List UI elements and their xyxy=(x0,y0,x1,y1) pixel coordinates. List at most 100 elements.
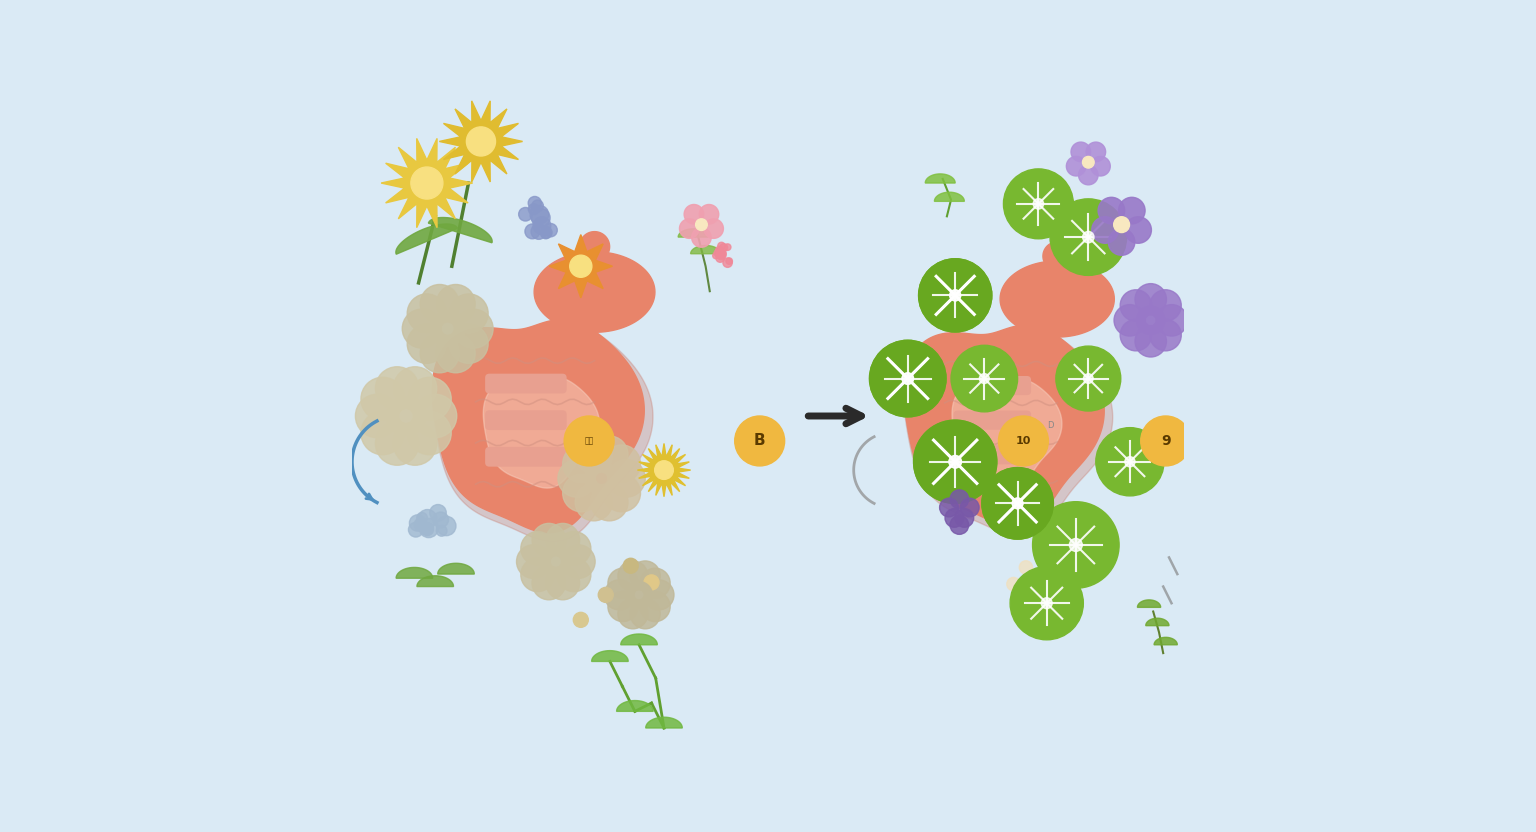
Circle shape xyxy=(419,518,438,537)
Circle shape xyxy=(1003,169,1074,239)
Circle shape xyxy=(531,566,565,600)
Circle shape xyxy=(608,568,637,598)
Circle shape xyxy=(1120,319,1152,351)
Circle shape xyxy=(375,367,419,410)
Circle shape xyxy=(869,340,946,417)
Circle shape xyxy=(914,420,997,503)
Circle shape xyxy=(1020,561,1032,574)
Circle shape xyxy=(949,455,962,468)
Circle shape xyxy=(1012,498,1023,508)
Circle shape xyxy=(436,285,475,324)
Circle shape xyxy=(1120,290,1152,321)
Circle shape xyxy=(604,474,641,512)
Circle shape xyxy=(869,340,946,417)
FancyBboxPatch shape xyxy=(954,376,1031,395)
Circle shape xyxy=(617,599,648,629)
Circle shape xyxy=(1150,319,1181,351)
Circle shape xyxy=(421,523,433,536)
Circle shape xyxy=(533,216,551,235)
Circle shape xyxy=(1012,498,1023,508)
Circle shape xyxy=(558,459,596,498)
Circle shape xyxy=(949,455,962,468)
Circle shape xyxy=(625,582,653,608)
Circle shape xyxy=(716,254,725,262)
Circle shape xyxy=(407,377,452,421)
Circle shape xyxy=(1011,567,1083,640)
Circle shape xyxy=(516,545,550,578)
Polygon shape xyxy=(438,563,475,574)
FancyBboxPatch shape xyxy=(485,447,567,467)
Circle shape xyxy=(949,490,969,508)
Circle shape xyxy=(409,522,424,537)
Circle shape xyxy=(413,394,456,438)
Circle shape xyxy=(654,461,673,479)
Polygon shape xyxy=(691,245,720,254)
Circle shape xyxy=(421,334,459,373)
Circle shape xyxy=(1083,156,1094,168)
Polygon shape xyxy=(903,325,1104,527)
Circle shape xyxy=(1071,142,1091,161)
Polygon shape xyxy=(396,567,433,578)
Circle shape xyxy=(699,205,719,224)
Polygon shape xyxy=(934,192,965,201)
Circle shape xyxy=(1055,346,1121,411)
Polygon shape xyxy=(396,224,458,255)
Circle shape xyxy=(410,167,442,199)
Circle shape xyxy=(355,394,399,438)
Polygon shape xyxy=(621,634,657,645)
Circle shape xyxy=(1041,597,1052,609)
Circle shape xyxy=(407,411,452,455)
Circle shape xyxy=(573,612,588,627)
Circle shape xyxy=(604,445,641,483)
Circle shape xyxy=(544,224,558,237)
Circle shape xyxy=(902,373,914,384)
Polygon shape xyxy=(616,701,653,711)
Circle shape xyxy=(723,258,733,267)
Circle shape xyxy=(531,523,565,557)
Text: 9: 9 xyxy=(1161,434,1170,448)
Polygon shape xyxy=(429,217,492,243)
Circle shape xyxy=(1083,374,1094,384)
Polygon shape xyxy=(905,329,1112,536)
Circle shape xyxy=(1109,229,1135,255)
Circle shape xyxy=(1135,284,1166,315)
Polygon shape xyxy=(637,443,691,497)
Polygon shape xyxy=(432,319,644,532)
Circle shape xyxy=(558,532,591,565)
Circle shape xyxy=(375,422,419,465)
Circle shape xyxy=(1137,306,1164,334)
Circle shape xyxy=(717,242,725,250)
Circle shape xyxy=(1098,197,1124,224)
Polygon shape xyxy=(579,231,610,262)
Circle shape xyxy=(960,498,978,517)
Circle shape xyxy=(574,483,613,521)
Circle shape xyxy=(1086,142,1106,161)
Text: D: D xyxy=(1048,422,1054,430)
Circle shape xyxy=(716,250,725,259)
Circle shape xyxy=(387,397,425,435)
Circle shape xyxy=(455,310,493,348)
FancyBboxPatch shape xyxy=(485,374,567,394)
FancyBboxPatch shape xyxy=(954,411,1031,429)
Polygon shape xyxy=(439,101,522,182)
Circle shape xyxy=(1032,502,1120,588)
Circle shape xyxy=(949,516,969,534)
Circle shape xyxy=(421,285,459,324)
Circle shape xyxy=(1044,574,1057,587)
Circle shape xyxy=(525,224,539,239)
Circle shape xyxy=(644,575,659,590)
Circle shape xyxy=(982,468,1054,539)
Circle shape xyxy=(1066,156,1086,176)
Circle shape xyxy=(436,516,456,536)
Circle shape xyxy=(361,377,404,421)
Circle shape xyxy=(716,250,727,260)
Circle shape xyxy=(402,310,441,348)
Circle shape xyxy=(545,566,579,600)
Circle shape xyxy=(696,219,707,230)
Circle shape xyxy=(949,290,960,301)
Circle shape xyxy=(734,416,785,466)
Circle shape xyxy=(1157,305,1187,336)
Polygon shape xyxy=(1146,618,1169,626)
Circle shape xyxy=(430,504,447,521)
Polygon shape xyxy=(925,174,955,183)
